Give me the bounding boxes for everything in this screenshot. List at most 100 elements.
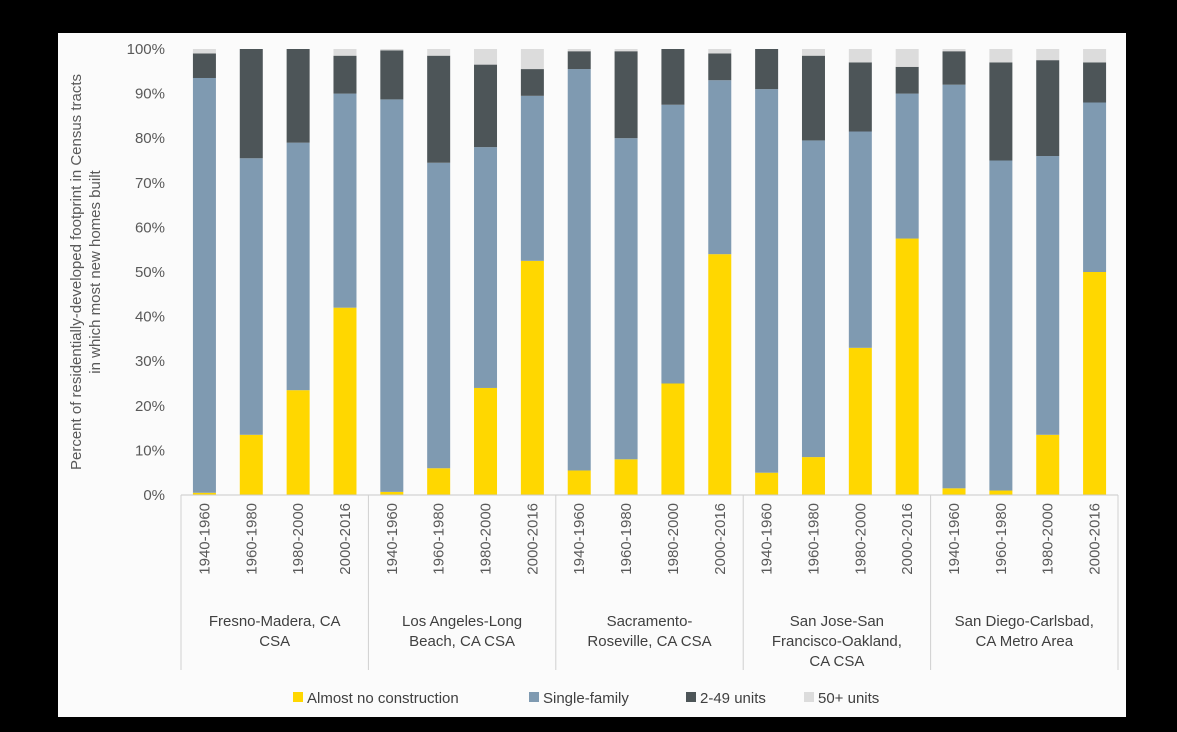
bar-segment-50-units [801, 49, 825, 56]
bar-segment-single-family [192, 77, 216, 493]
legend-label: 2-49 units [700, 690, 766, 707]
bar-segment-50-units [520, 49, 544, 70]
bar-segment-almost-no-construction [989, 490, 1013, 495]
bar-segment-2-49-units [427, 55, 451, 163]
bar-segment-almost-no-construction [895, 238, 919, 496]
y-tick-label: 70% [135, 175, 165, 192]
bar-segment-50-units [567, 49, 591, 52]
x-tick-label: 1960-1980 [805, 503, 822, 575]
y-tick-label: 60% [135, 219, 165, 236]
bar-segment-single-family [520, 95, 544, 261]
legend: Almost no construction Single-family 2-49 … [293, 690, 879, 707]
group-label: Sacramento- [607, 613, 693, 630]
group-label: CSA [259, 633, 290, 650]
bar-segment-50-units [848, 49, 872, 63]
bar-segment-50-units [989, 49, 1013, 63]
legend-swatch [293, 692, 303, 702]
x-tick-label: 1960-1980 [993, 503, 1010, 575]
bar-segment-single-family [239, 158, 263, 435]
bar-segment-50-units [1083, 49, 1107, 63]
bar-segment-2-49-units [380, 50, 404, 100]
x-tick-label: 1960-1980 [243, 503, 260, 575]
group-label: Roseville, CA CSA [587, 633, 711, 650]
bar-segment-almost-no-construction [755, 472, 779, 495]
bar-segment-2-49-units [520, 69, 544, 96]
bar-segment-single-family [1036, 156, 1060, 435]
x-tick-label: 1940-1960 [946, 503, 963, 575]
y-tick-label: 100% [127, 41, 165, 58]
bar-segment-2-49-units [474, 64, 498, 148]
bar-segment-50-units [192, 49, 216, 54]
chart-panel: 0% 10% 20% 30% 40% 50% 60% 70% 80% 90% 100% 1940-1… [58, 33, 1126, 717]
plot-area [192, 49, 1107, 496]
x-tick-label: 1960-1980 [618, 503, 635, 575]
group-label: Fresno-Madera, CA [209, 613, 341, 630]
bar-segment-2-49-units [661, 49, 685, 105]
bar-segment-single-family [286, 142, 310, 391]
bar-segment-50-units [942, 49, 966, 52]
group-label: Los Angeles-Long [402, 613, 522, 630]
bar-segment-single-family [661, 104, 685, 384]
bar-segment-single-family [801, 140, 825, 458]
bar-segment-single-family [1083, 102, 1107, 273]
bar-segment-almost-no-construction [380, 491, 404, 495]
stacked-bar-chart: 0% 10% 20% 30% 40% 50% 60% 70% 80% 90% 100% 1940-1… [68, 41, 1119, 707]
bar-segment-almost-no-construction [614, 459, 638, 495]
group-label: Francisco-Oakland, [772, 633, 902, 650]
bar-segment-single-family [614, 138, 638, 460]
bar-segment-2-49-units [567, 51, 591, 70]
legend-label: Single-family [543, 690, 629, 707]
legend-swatch [529, 692, 539, 702]
bar-segment-single-family [380, 99, 404, 492]
bar-segment-almost-no-construction [801, 457, 825, 495]
bar-segment-2-49-units [1036, 60, 1060, 157]
bar-segment-almost-no-construction [942, 488, 966, 495]
bar-segment-2-49-units [801, 55, 825, 141]
y-axis-label-line-2: in which most new homes built [87, 169, 104, 373]
x-tick-label: 2000-2016 [524, 503, 541, 575]
bar-segment-almost-no-construction [474, 387, 498, 495]
legend-swatch [804, 692, 814, 702]
bar-segment-50-units [380, 49, 404, 51]
bar-segment-single-family [333, 93, 357, 308]
y-tick-label: 90% [135, 86, 165, 103]
y-tick-label: 10% [135, 442, 165, 459]
bar-segment-50-units [614, 49, 638, 52]
bar-segment-almost-no-construction [661, 383, 685, 495]
legend-swatch [686, 692, 696, 702]
bar-segment-2-49-units [708, 53, 732, 81]
bar-segment-single-family [895, 93, 919, 239]
group-label: CA Metro Area [976, 633, 1074, 650]
x-tick-label: 1980-2000 [290, 503, 307, 575]
bar-segment-single-family [708, 80, 732, 255]
bar-segment-single-family [474, 147, 498, 388]
bar-segment-single-family [848, 131, 872, 348]
bar-segment-almost-no-construction [1036, 434, 1060, 495]
bar-segment-50-units [474, 49, 498, 65]
y-tick-label: 80% [135, 130, 165, 147]
bar-segment-almost-no-construction [333, 307, 357, 495]
bar-segment-2-49-units [239, 49, 263, 159]
bar-segment-almost-no-construction [848, 347, 872, 495]
y-axis: 0% 10% 20% 30% 40% 50% 60% 70% 80% 90% 100% [127, 41, 165, 504]
x-tick-label: 2000-2016 [712, 503, 729, 575]
bar-segment-almost-no-construction [520, 260, 544, 495]
bar-segment-50-units [1036, 49, 1060, 61]
y-tick-label: 0% [143, 487, 165, 504]
bar-segment-single-family [989, 160, 1013, 491]
bar-segment-almost-no-construction [427, 468, 451, 495]
bar-segment-almost-no-construction [239, 434, 263, 495]
x-tick-label: 1980-2000 [852, 503, 869, 575]
bar-segment-50-units [333, 49, 357, 56]
bar-segment-2-49-units [1083, 62, 1107, 103]
x-tick-label: 1980-2000 [478, 503, 495, 575]
bar-segment-2-49-units [989, 62, 1013, 161]
bar-segment-2-49-units [942, 51, 966, 85]
x-tick-label: 1940-1960 [384, 503, 401, 575]
group-label: CA CSA [809, 653, 864, 670]
group-label: Beach, CA CSA [409, 633, 515, 650]
group-label: San Jose-San [790, 613, 884, 630]
bar-segment-single-family [427, 162, 451, 469]
y-tick-label: 30% [135, 353, 165, 370]
bar-segment-single-family [567, 69, 591, 471]
